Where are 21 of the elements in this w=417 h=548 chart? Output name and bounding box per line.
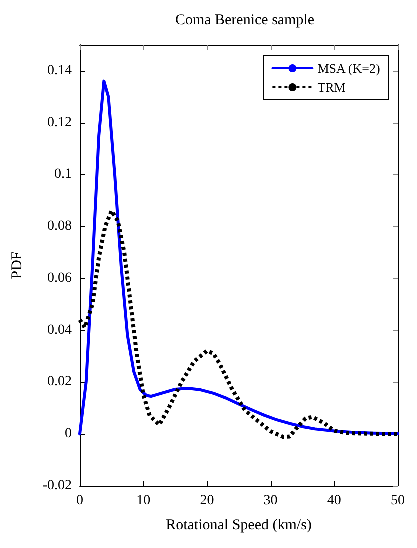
- y-tick-label: 0.08: [48, 219, 72, 234]
- legend-label: TRM: [318, 80, 346, 95]
- x-tick-label: 30: [264, 494, 278, 508]
- y-axis-title: PDF: [10, 252, 26, 280]
- y-tick-label: 0.04: [48, 322, 72, 338]
- x-axis-title: Rotational Speed (km/s): [166, 518, 312, 534]
- y-tick-label: -0.02: [42, 478, 72, 494]
- y-tick-label: 0.1: [54, 167, 72, 182]
- x-tick-label: 50: [391, 494, 405, 508]
- x-tick-label: 0: [76, 494, 84, 508]
- chart-title: Coma Berenice sample: [175, 12, 315, 28]
- line-series: [78, 80, 400, 436]
- x-tick-label: 40: [327, 494, 342, 508]
- y-tick-label: 0.12: [48, 115, 72, 130]
- y-tick-label: 0.02: [48, 374, 72, 390]
- y-tick-label: 0.06: [48, 270, 72, 286]
- x-tick-label: 10: [136, 494, 151, 508]
- y-tick-label: 0.14: [48, 63, 72, 78]
- x-tick-label: 20: [200, 494, 214, 508]
- y-tick-label: 0: [65, 426, 72, 442]
- legend-label: MSA (K=2): [318, 61, 380, 76]
